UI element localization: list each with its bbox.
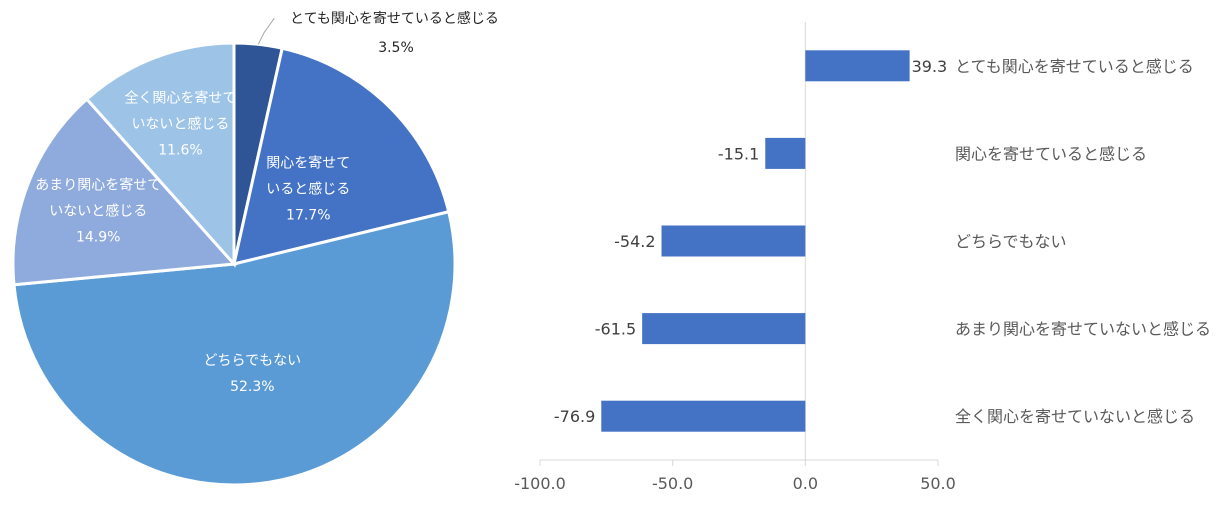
x-tick-label: -100.0 bbox=[514, 474, 566, 493]
pie-leader-line bbox=[257, 18, 275, 45]
pie-value-label: 14.9% bbox=[76, 230, 120, 246]
pie-chart: とても関心を寄せていると感じる 3.5% 関心を寄せていると感じる 17.7% どちらで… bbox=[11, 10, 499, 487]
bar bbox=[642, 313, 806, 345]
pie-slice bbox=[11, 97, 238, 287]
pie-value-label: 3.5% bbox=[378, 40, 414, 56]
bar-value-label: -76.9 bbox=[554, 407, 595, 426]
bar bbox=[765, 137, 806, 169]
pie-value-label: 17.7% bbox=[286, 207, 330, 223]
bar-category-label: 関心を寄せていると感じる bbox=[955, 144, 1147, 163]
bar-value-label: -61.5 bbox=[595, 320, 636, 339]
x-tick-label: -50.0 bbox=[652, 474, 693, 493]
pie-slice-label: 全く関心を寄せて bbox=[124, 90, 236, 107]
pie-slice-label: 関心を寄せて bbox=[266, 154, 350, 171]
pie-slice-label: いないと感じる bbox=[131, 116, 229, 133]
bar-value-label: -15.1 bbox=[718, 144, 759, 163]
bar-category-label: どちらでもない bbox=[955, 232, 1067, 251]
pie-slice-label: いないと感じる bbox=[49, 203, 147, 220]
pie-value-label: 11.6% bbox=[158, 143, 202, 159]
pie-slice-label: あまり関心を寄せて bbox=[35, 177, 161, 194]
bar-value-label: 39.3 bbox=[912, 57, 948, 76]
pie-slice bbox=[12, 209, 457, 487]
bar bbox=[661, 225, 806, 257]
pie-value-label: 52.3% bbox=[230, 379, 274, 395]
bar-category-label: あまり関心を寄せていないと感じる bbox=[955, 320, 1211, 339]
pie-slice bbox=[232, 46, 451, 267]
bar-category-label: 全く関心を寄せていないと感じる bbox=[955, 407, 1195, 426]
pie-slice-label: とても関心を寄せていると感じる bbox=[290, 10, 499, 27]
x-tick-label: 0.0 bbox=[793, 474, 818, 493]
bar-chart: -100.0 -50.0 0.0 50.0 39.3 とても関心を寄せていると感じる -15… bbox=[514, 22, 1211, 493]
pie-slice bbox=[84, 41, 236, 268]
pie-slice-label: いると感じる bbox=[266, 180, 350, 197]
x-tick-label: 50.0 bbox=[920, 474, 956, 493]
bar bbox=[805, 50, 910, 82]
bar-value-label: -54.2 bbox=[614, 232, 655, 251]
pie-slice-label: どちらでもない bbox=[204, 353, 302, 369]
bar-category-label: とても関心を寄せていると感じる bbox=[955, 57, 1194, 76]
bar bbox=[601, 400, 806, 432]
